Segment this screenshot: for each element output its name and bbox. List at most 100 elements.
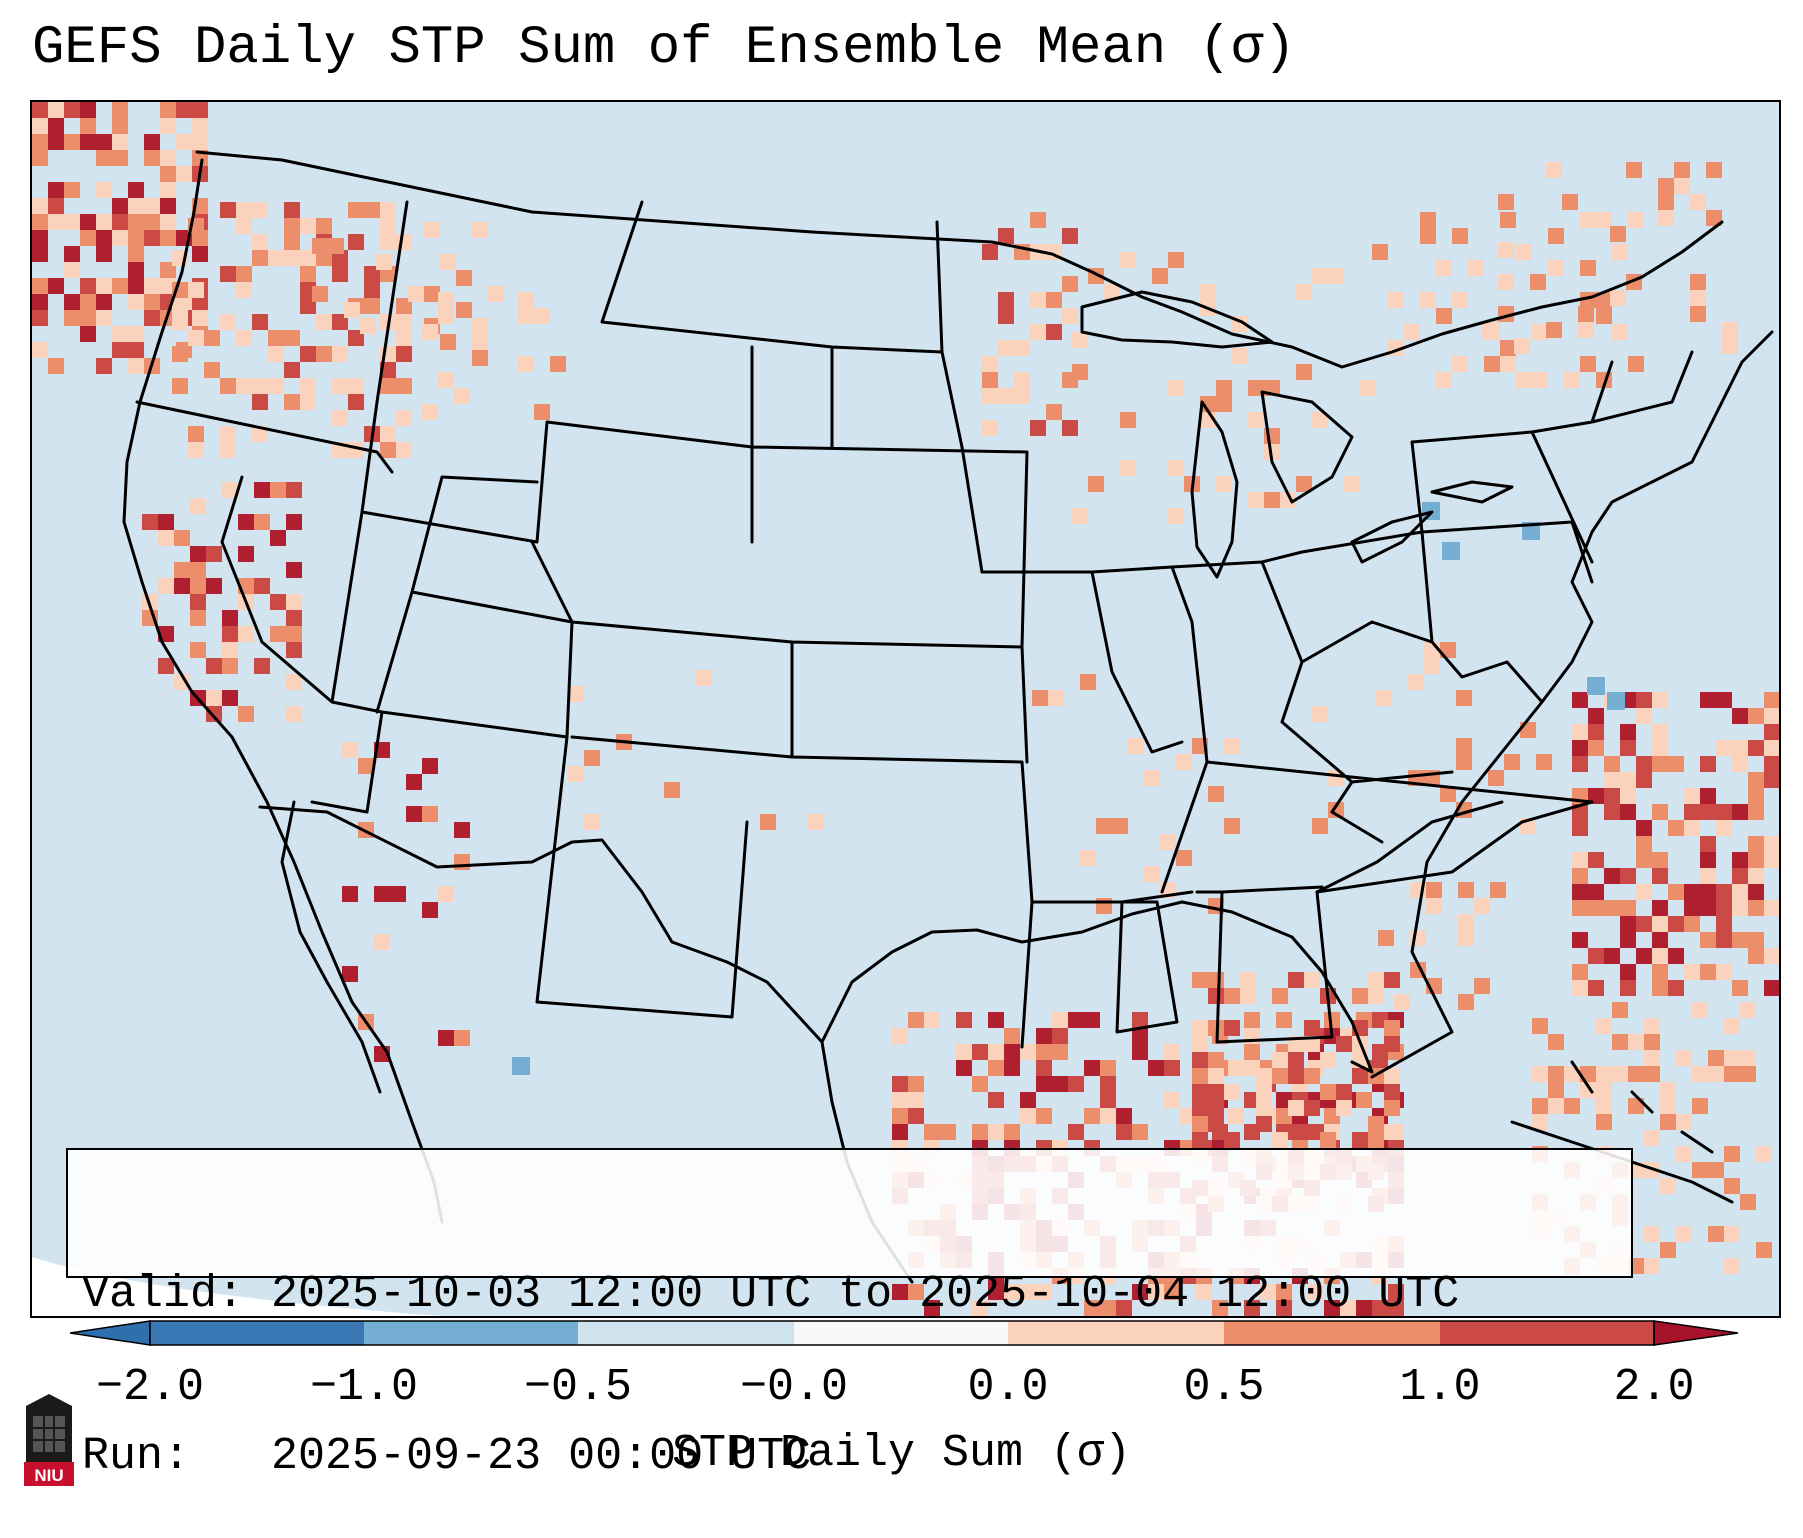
anomaly-cell [972, 1044, 988, 1060]
anomaly-cell [1596, 292, 1612, 308]
anomaly-cell [374, 934, 390, 950]
anomaly-cell [1004, 1284, 1020, 1300]
anomaly-cell [1336, 1036, 1352, 1052]
anomaly-cell [1394, 994, 1410, 1010]
anomaly-cell [1564, 372, 1580, 388]
colorbar-segment [150, 1321, 364, 1345]
anomaly-cell [1748, 804, 1764, 820]
anomaly-cell [1408, 674, 1424, 690]
anomaly-cell [1384, 1068, 1400, 1084]
anomaly-cell [760, 814, 776, 830]
map-domain-background [32, 102, 1779, 1316]
anomaly-cell [252, 378, 268, 394]
anomaly-cell [222, 690, 238, 706]
anomaly-cell [438, 886, 454, 902]
anomaly-cell [982, 244, 998, 260]
colorbar [70, 1320, 1739, 1346]
anomaly-cell [348, 378, 364, 394]
anomaly-cell [1420, 212, 1436, 228]
anomaly-cell [1572, 980, 1588, 996]
anomaly-cell [1636, 852, 1652, 868]
anomaly-cell [1716, 692, 1732, 708]
anomaly-cell [1708, 1066, 1724, 1082]
anomaly-cell [286, 482, 302, 498]
anomaly-cell [1628, 356, 1644, 372]
logo-banner [24, 1462, 74, 1486]
anomaly-cell [1436, 260, 1452, 276]
anomaly-cell [64, 214, 80, 230]
anomaly-cell [1384, 1084, 1400, 1100]
anomaly-cell [1020, 1108, 1036, 1124]
anomaly-cell [1296, 476, 1312, 492]
anomaly-cell [1388, 1124, 1404, 1140]
anomaly-cell [1328, 268, 1344, 284]
anomaly-cell [390, 886, 406, 902]
anomaly-cell [1572, 900, 1588, 916]
anomaly-cell [284, 394, 300, 410]
anomaly-cell [908, 1108, 924, 1124]
anomaly-cell [1248, 492, 1264, 508]
anomaly-cell [1700, 692, 1716, 708]
anomaly-cell [1192, 1132, 1208, 1148]
anomaly-cell [1116, 1108, 1132, 1124]
anomaly-cell [48, 358, 64, 374]
anomaly-cell [254, 482, 270, 498]
colorbar-segment [578, 1321, 794, 1345]
anomaly-cell [80, 214, 96, 230]
anomaly-cell [144, 310, 160, 326]
anomaly-cell [998, 292, 1014, 308]
geographic-boundaries [122, 150, 1774, 1284]
anomaly-cell [96, 246, 112, 262]
anomaly-cell [1700, 852, 1716, 868]
anomaly-cell [1748, 932, 1764, 948]
anomaly-cell [1748, 948, 1764, 964]
anomaly-cell [160, 166, 176, 182]
anomaly-cell [220, 314, 236, 330]
anomaly-cell [1620, 788, 1636, 804]
anomaly-cell [342, 886, 358, 902]
anomaly-cell [64, 102, 80, 118]
anomaly-cell [236, 378, 252, 394]
anomaly-cell [1308, 1284, 1324, 1300]
anomaly-cell [220, 426, 236, 442]
anomaly-cell [1052, 1044, 1068, 1060]
anomaly-cell [1596, 1114, 1612, 1130]
anomaly-cell [1652, 692, 1668, 708]
anomaly-cell [472, 318, 488, 334]
anomaly-cell [342, 742, 358, 758]
anomaly-cell [206, 690, 222, 706]
lake-erie [1350, 510, 1434, 564]
anomaly-cell [332, 378, 348, 394]
anomaly-cell [1216, 476, 1232, 492]
anomaly-cell [1764, 836, 1779, 852]
anomaly-cell [1668, 884, 1684, 900]
anomaly-cell [222, 642, 238, 658]
anomaly-cell [396, 442, 412, 458]
logo-grid [33, 1416, 65, 1452]
anomaly-cell [1004, 1044, 1020, 1060]
anomaly-cell [1732, 804, 1748, 820]
anomaly-cell [80, 102, 96, 118]
anomaly-cell [142, 514, 158, 530]
anomaly-cell [1588, 788, 1604, 804]
anomaly-cell [1700, 756, 1716, 772]
anomaly-cell [396, 234, 412, 250]
anomaly-cell [300, 394, 316, 410]
anomaly-cell [1280, 492, 1296, 508]
anomaly-cell [1652, 932, 1668, 948]
anomaly-cell [220, 266, 236, 282]
anomaly-cell [332, 410, 348, 426]
anomaly-cell [172, 314, 188, 330]
anomaly-cell [48, 182, 64, 198]
anomaly-cell [1062, 228, 1078, 244]
anomaly-cell [1708, 1050, 1724, 1066]
anomaly-cell [440, 334, 456, 350]
anomaly-cell [1572, 740, 1588, 756]
anomaly-cell [1588, 884, 1604, 900]
anomaly-cell [1572, 820, 1588, 836]
anomaly-cell [1607, 692, 1625, 710]
anomaly-cell [1604, 948, 1620, 964]
anomaly-cell [550, 356, 566, 372]
anomaly-cell [512, 1057, 530, 1075]
anomaly-cell [1116, 1124, 1132, 1140]
